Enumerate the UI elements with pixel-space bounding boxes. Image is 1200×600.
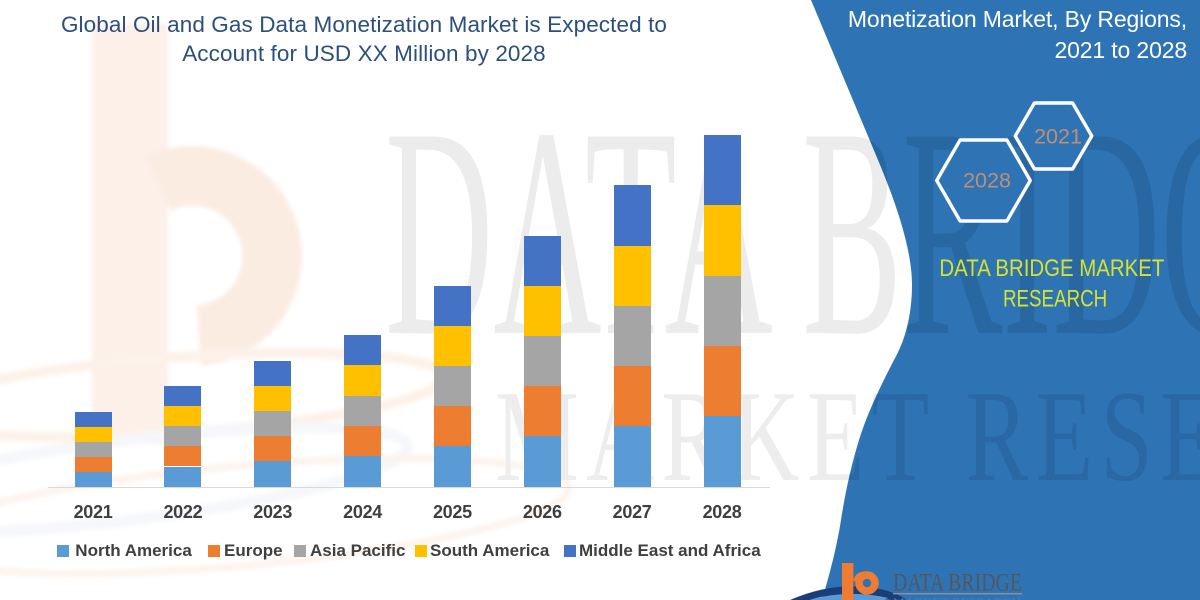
svg-text:MARKET RESEARCH: MARKET RESEARCH: [495, 363, 1200, 509]
svg-text:2021: 2021: [1034, 125, 1082, 149]
svg-text:DATA BRIDGE: DATA BRIDGE: [893, 570, 1022, 597]
svg-text:MARKET RESEARCH: MARKET RESEARCH: [893, 595, 1021, 600]
svg-text:DATA BRIDGE MARKET: DATA BRIDGE MARKET: [939, 255, 1164, 282]
svg-text:RESEARCH: RESEARCH: [1003, 285, 1107, 312]
svg-text:2028: 2028: [963, 169, 1011, 193]
